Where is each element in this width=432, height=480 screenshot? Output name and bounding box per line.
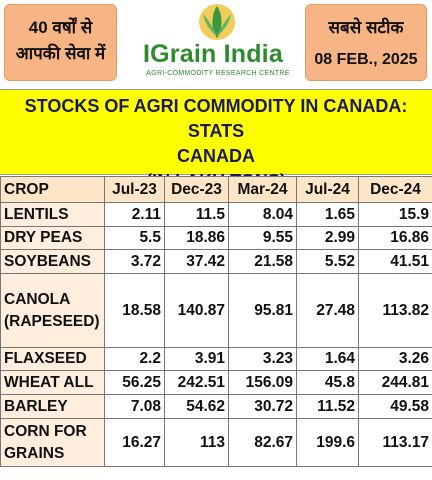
stock-value-cell: 15.9 <box>358 202 432 227</box>
stock-value-cell: 95.81 <box>228 273 297 348</box>
column-header: Mar-24 <box>228 176 297 203</box>
crop-name-cell: WHEAT ALL <box>0 370 105 395</box>
title-line1: STOCKS OF AGRI COMMODITY IN CANADA: STAT… <box>24 96 408 141</box>
table-row: CANOLA (RAPESEED) 18.58 140.87 95.81 27.48 11… <box>0 273 432 348</box>
stock-value-cell: 3.26 <box>358 347 432 371</box>
column-header: Jul-24 <box>296 176 359 203</box>
accuracy-badge: सबसे सटीक 08 FEB., 2025 <box>305 4 427 81</box>
stocks-table: CROP Jul-23 Dec-23 Mar-24 Jul-24 Dec-24 … <box>0 176 432 467</box>
crop-name-cell: LENTILS <box>0 202 105 227</box>
stock-value-cell: 2.99 <box>296 226 359 250</box>
stock-value-cell: 37.42 <box>164 249 229 274</box>
table-row: DRY PEAS 5.5 18.86 9.55 2.99 16.86 <box>0 226 432 250</box>
stock-value-cell: 11.52 <box>296 394 359 419</box>
table-row: FLAXSEED 2.2 3.91 3.23 1.64 3.26 <box>0 347 432 371</box>
crop-name-cell: DRY PEAS <box>0 226 105 250</box>
stock-value-cell: 5.52 <box>296 249 359 274</box>
stock-value-cell: 3.23 <box>228 347 297 371</box>
table-row: SOYBEANS 3.72 37.42 21.58 5.52 41.51 <box>0 249 432 274</box>
table-row: WHEAT ALL 56.25 242.51 156.09 45.8 244.81 <box>0 370 432 395</box>
stock-value-cell: 1.64 <box>296 347 359 371</box>
table-row: CORN FOR GRAINS 16.27 113 82.67 199.6 113.17 <box>0 418 432 467</box>
stock-value-cell: 18.86 <box>164 226 229 250</box>
table-row: BARLEY 7.08 54.62 30.72 11.52 49.58 <box>0 394 432 419</box>
stock-value-cell: 18.58 <box>104 273 165 348</box>
accuracy-badge-text: सबसे सटीक <box>328 18 404 37</box>
stock-value-cell: 140.87 <box>164 273 229 348</box>
stock-value-cell: 82.67 <box>228 418 297 467</box>
stock-value-cell: 1.65 <box>296 202 359 227</box>
crop-name-cell: CANOLA (RAPESEED) <box>0 273 105 348</box>
stock-value-cell: 113 <box>164 418 229 467</box>
crop-name-cell: FLAXSEED <box>0 347 105 371</box>
stock-value-cell: 242.51 <box>164 370 229 395</box>
stock-value-cell: 7.08 <box>104 394 165 419</box>
stock-value-cell: 244.81 <box>358 370 432 395</box>
stock-value-cell: 9.55 <box>228 226 297 250</box>
igrain-logo: IGrain India AGRI-COMMODITY RESEARCH CEN… <box>133 0 301 88</box>
report-date: 08 FEB., 2025 <box>314 51 418 68</box>
stock-value-cell: 2.2 <box>104 347 165 371</box>
table-header-row: CROP Jul-23 Dec-23 Mar-24 Jul-24 Dec-24 <box>0 176 432 203</box>
stock-value-cell: 8.04 <box>228 202 297 227</box>
stock-value-cell: 41.51 <box>358 249 432 274</box>
logo-subtitle: AGRI-COMMODITY RESEARCH CENTRE <box>146 70 290 77</box>
stock-value-cell: 199.6 <box>296 418 359 467</box>
crop-name-cell: SOYBEANS <box>0 249 105 274</box>
title-line2: CANADA <box>177 146 255 166</box>
stock-value-cell: 30.72 <box>228 394 297 419</box>
stock-value-cell: 113.17 <box>358 418 432 467</box>
service-badge-line2: आपकी सेवा में <box>15 44 106 63</box>
stock-value-cell: 16.27 <box>104 418 165 467</box>
column-header: Dec-23 <box>164 176 229 203</box>
stock-value-cell: 3.91 <box>164 347 229 371</box>
stock-value-cell: 16.86 <box>358 226 432 250</box>
column-header-crop: CROP <box>0 176 105 203</box>
stock-value-cell: 45.8 <box>296 370 359 395</box>
column-header: Dec-24 <box>358 176 432 203</box>
stock-value-cell: 27.48 <box>296 273 359 348</box>
service-badge-line1: 40 वर्षों से <box>28 18 93 37</box>
stock-value-cell: 21.58 <box>228 249 297 274</box>
logo-title: IGrain India <box>143 40 283 68</box>
table-row: LENTILS 2.11 11.5 8.04 1.65 15.9 <box>0 202 432 227</box>
stock-value-cell: 56.25 <box>104 370 165 395</box>
service-badge: 40 वर्षों से आपकी सेवा में <box>4 4 117 81</box>
stock-value-cell: 5.5 <box>104 226 165 250</box>
grain-emblem-icon <box>199 4 235 40</box>
column-header: Jul-23 <box>104 176 165 203</box>
stock-value-cell: 49.58 <box>358 394 432 419</box>
title-banner: STOCKS OF AGRI COMMODITY IN CANADA: STAT… <box>0 89 432 191</box>
stock-value-cell: 2.11 <box>104 202 165 227</box>
stock-value-cell: 11.5 <box>164 202 229 227</box>
stock-value-cell: 3.72 <box>104 249 165 274</box>
crop-name-cell: CORN FOR GRAINS <box>0 418 105 467</box>
header: 40 वर्षों से आपकी सेवा में IGrain India … <box>0 0 432 88</box>
stocks-table-container: CROP Jul-23 Dec-23 Mar-24 Jul-24 Dec-24 … <box>0 176 432 480</box>
crop-name-cell: BARLEY <box>0 394 105 419</box>
stock-value-cell: 113.82 <box>358 273 432 348</box>
stock-value-cell: 54.62 <box>164 394 229 419</box>
stock-value-cell: 156.09 <box>228 370 297 395</box>
